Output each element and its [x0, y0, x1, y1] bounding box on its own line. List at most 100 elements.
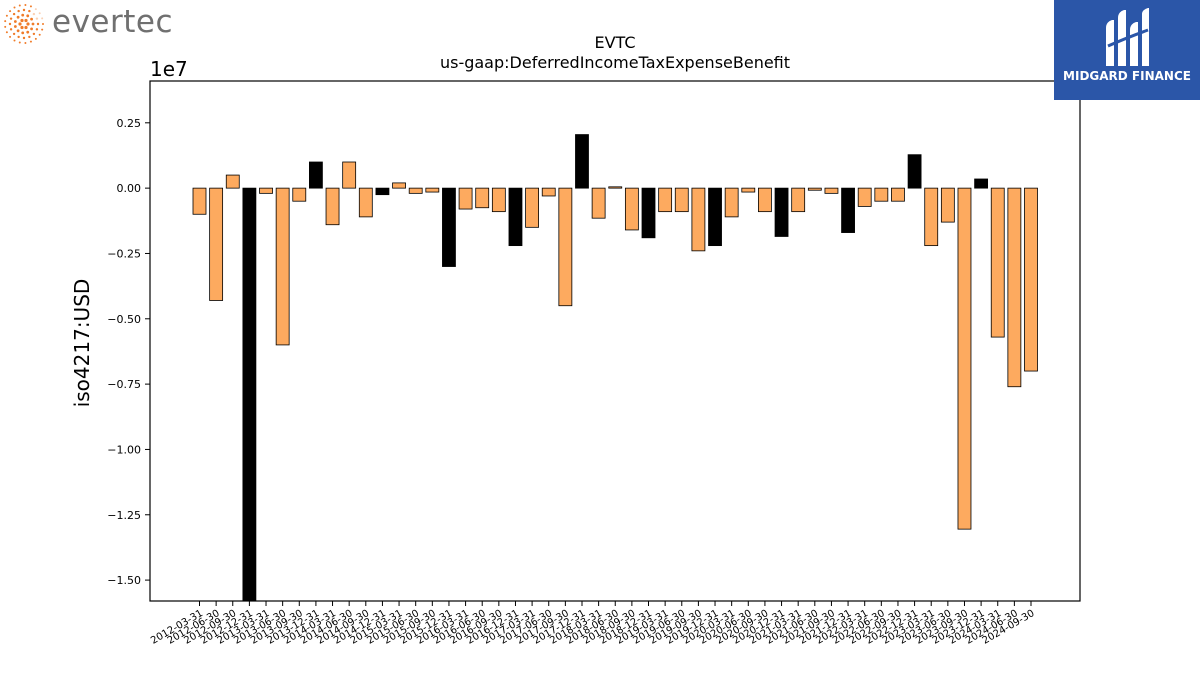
chart-title: EVTC	[594, 33, 635, 52]
midgard-wordmark: MIDGARD FINANCE	[1063, 69, 1191, 83]
bar	[674, 187, 689, 213]
evertec-wordmark: evertec	[52, 4, 174, 40]
evertec-dot	[26, 14, 30, 18]
evertec-dot	[16, 29, 20, 33]
y-tick-label: 0.25	[117, 117, 142, 130]
bar	[342, 161, 357, 189]
bar	[974, 178, 989, 189]
evertec-dot	[17, 9, 20, 13]
evertec-dot	[9, 35, 12, 38]
evertec-dot	[24, 41, 27, 44]
evertec-dot	[31, 22, 35, 26]
bar	[874, 187, 889, 202]
bar	[857, 187, 872, 207]
evertec-dot	[35, 28, 39, 31]
chart-subtitle: us-gaap:DeferredIncomeTaxExpenseBenefit	[440, 53, 790, 72]
bar	[957, 187, 972, 530]
evertec-dot	[13, 39, 16, 42]
bar	[575, 134, 589, 189]
y-tick-label: −0.75	[107, 378, 141, 391]
evertec-dot	[29, 40, 32, 43]
bar	[525, 187, 539, 228]
bar	[225, 174, 240, 189]
bar	[491, 187, 506, 213]
bar	[907, 154, 922, 189]
evertec-dot	[29, 5, 32, 8]
evertec-dot	[4, 20, 7, 23]
evertec-dot	[9, 17, 13, 20]
evertec-logo: evertec	[4, 4, 194, 44]
evertec-dot	[13, 6, 16, 9]
evertec-dot	[38, 12, 41, 15]
bar	[275, 187, 290, 346]
bar	[259, 187, 273, 194]
evertec-dot	[5, 14, 8, 17]
evertec-dot	[22, 8, 26, 12]
bar	[558, 187, 573, 307]
evertec-dot	[13, 25, 17, 28]
evertec-dot	[32, 32, 36, 36]
evertec-dot	[28, 9, 31, 13]
bar	[741, 187, 756, 193]
evertec-dot	[32, 12, 36, 16]
evertec-dot	[20, 25, 24, 30]
midgard-emblem-icon	[1106, 8, 1149, 66]
bar	[841, 187, 855, 233]
bar	[309, 161, 323, 189]
evertec-dot	[17, 35, 20, 39]
bar	[242, 187, 257, 602]
evertec-dot	[28, 35, 31, 39]
bar	[392, 182, 406, 189]
evertec-dot	[21, 31, 25, 35]
bar	[408, 187, 423, 194]
bar	[192, 187, 207, 215]
evertec-dot	[26, 22, 30, 26]
y-tick-label: −1.25	[107, 509, 141, 522]
bar	[358, 187, 373, 218]
evertec-dot	[34, 8, 37, 11]
plot-area: 0.250.00−0.25−0.50−0.75−1.00−1.25−1.5020…	[107, 117, 1038, 647]
bar	[508, 187, 523, 247]
bar	[458, 187, 473, 210]
y-tick-label: −1.00	[107, 443, 141, 456]
evertec-dot	[18, 4, 21, 7]
evertec-dot	[5, 31, 8, 34]
bar	[375, 187, 390, 196]
evertec-dot	[9, 28, 13, 31]
y-tick-label: 0.00	[117, 182, 142, 195]
evertec-dot	[9, 10, 12, 13]
evertec-dot	[34, 37, 37, 40]
evertec-dot	[4, 25, 7, 28]
bar	[624, 187, 639, 231]
bar	[442, 187, 456, 267]
bar	[541, 187, 556, 197]
bar	[658, 187, 673, 213]
y-tick-label: −0.25	[107, 247, 141, 260]
evertec-dot	[16, 15, 20, 19]
evertec-dot	[41, 17, 44, 20]
bar	[774, 187, 789, 237]
bar	[1024, 187, 1038, 372]
evertec-dot	[12, 32, 16, 36]
evertec-dot	[18, 22, 22, 26]
evertec-dot	[42, 23, 44, 25]
evertec-dots-icon	[4, 4, 44, 44]
evertec-dot	[24, 4, 27, 7]
evertec-dot	[41, 28, 44, 31]
y-axis-label: iso4217:USD	[70, 279, 94, 408]
bar	[475, 187, 490, 209]
bar	[758, 187, 772, 213]
bar	[940, 187, 955, 223]
evertec-dot	[30, 27, 33, 31]
bar	[608, 186, 623, 189]
evertec-dot	[24, 18, 28, 23]
evertec-dot	[24, 25, 28, 30]
bar	[724, 187, 739, 218]
evertec-dot	[30, 17, 33, 21]
evertec-dot	[18, 41, 21, 44]
evertec-dot	[20, 18, 24, 23]
evertec-dot	[38, 33, 41, 36]
evertec-dot	[35, 17, 39, 20]
plot-frame	[149, 80, 1081, 602]
